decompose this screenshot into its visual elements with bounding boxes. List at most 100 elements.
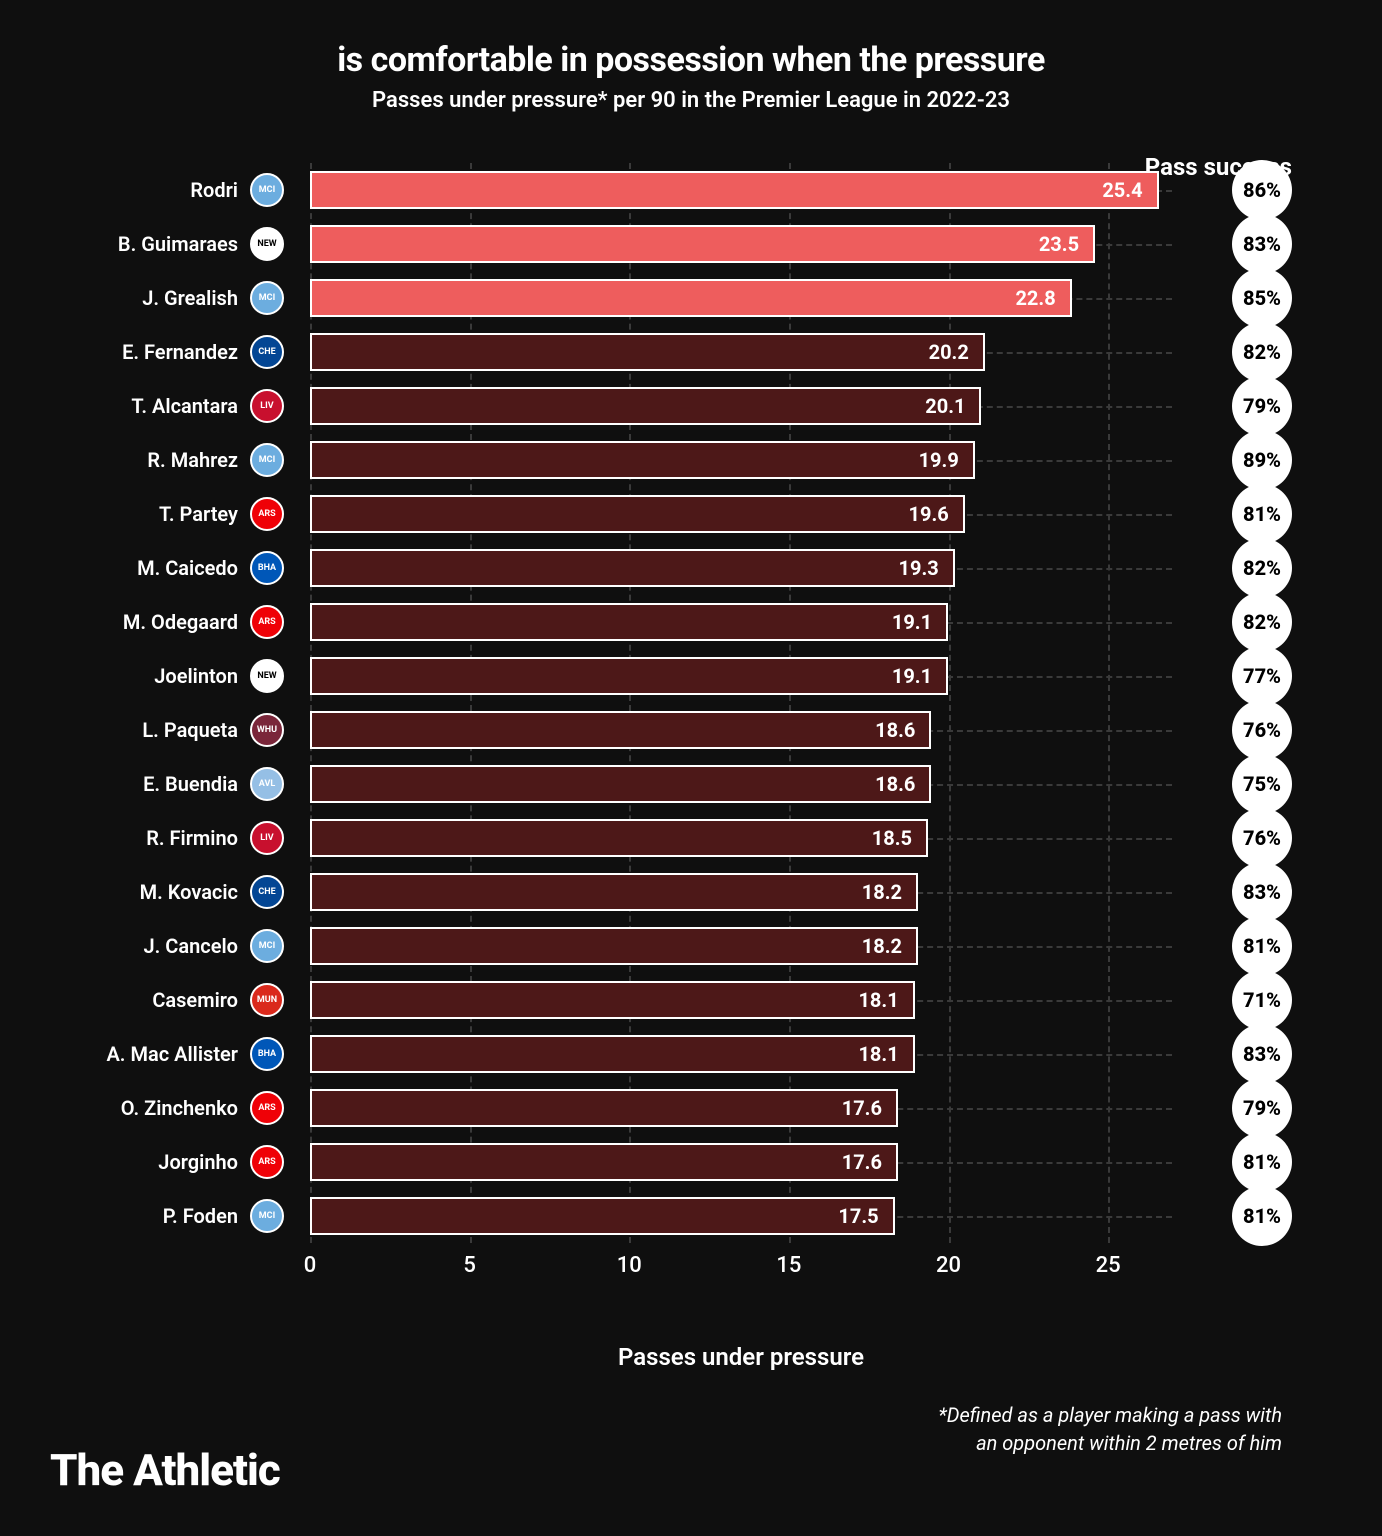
x-tick: 15: [776, 1253, 801, 1278]
x-axis-label: Passes under pressure: [310, 1343, 1172, 1371]
pass-success-badge: 79%: [1232, 376, 1292, 436]
pass-success-badge: 85%: [1232, 268, 1292, 328]
player-row: J. CanceloMCI18.281%: [50, 919, 1332, 973]
club-badge-icon: BHA: [250, 1037, 284, 1071]
player-name: R. Mahrez: [50, 448, 250, 472]
pass-success-badge: 76%: [1232, 700, 1292, 760]
value-bar: 18.1: [310, 981, 915, 1019]
pass-success-badge: 83%: [1232, 1024, 1292, 1084]
player-row: B. GuimaraesNEW 23.5 83%: [50, 217, 1332, 271]
bar-track: 17.5: [310, 1189, 1212, 1243]
player-name: T. Partey: [50, 502, 250, 526]
bar-track: 20.1: [310, 379, 1212, 433]
club-badge-icon: CHE: [250, 875, 284, 909]
bar-track: 19.3: [310, 541, 1212, 595]
club-badge-icon: ARS: [250, 605, 284, 639]
footnote-line-1: *Defined as a player making a pass with: [938, 1403, 1282, 1427]
footnote-line-2: an opponent within 2 metres of him: [976, 1431, 1282, 1455]
value-bar: 19.9: [310, 441, 975, 479]
club-badge-icon: CHE: [250, 335, 284, 369]
pass-success-badge: 77%: [1232, 646, 1292, 706]
player-row: M. CaicedoBHA 19.3 82%: [50, 541, 1332, 595]
club-badge-icon: ARS: [250, 1091, 284, 1125]
club-badge-icon: ARS: [250, 1145, 284, 1179]
value-bar: 19.1: [310, 657, 948, 695]
chart-container: Pass success RodriMCI25.486%B. Guimaraes…: [50, 163, 1332, 1371]
club-badge-icon: AVL: [250, 767, 284, 801]
bar-track: 19.6: [310, 487, 1212, 541]
club-badge-icon: NEW: [250, 227, 284, 261]
pass-success-badge: 82%: [1232, 322, 1292, 382]
player-name: T. Alcantara: [50, 394, 250, 418]
value-bar: 25.4: [310, 171, 1159, 209]
pass-success-badge: 82%: [1232, 592, 1292, 652]
player-name: B. Guimaraes: [50, 232, 250, 256]
player-name: L. Paqueta: [50, 718, 250, 742]
value-bar: 18.5: [310, 819, 928, 857]
player-name: M. Caicedo: [50, 556, 250, 580]
chart-title: is comfortable in possession when the pr…: [50, 40, 1332, 80]
bar-track: 18.6: [310, 703, 1212, 757]
player-row: JorginhoARS17.681%: [50, 1135, 1332, 1189]
club-badge-icon: BHA: [250, 551, 284, 585]
brand-logo: The Athletic: [50, 1444, 280, 1496]
pass-success-badge: 83%: [1232, 862, 1292, 922]
player-row: RodriMCI25.486%: [50, 163, 1332, 217]
pass-success-badge: 81%: [1232, 484, 1292, 544]
pass-success-badge: 75%: [1232, 754, 1292, 814]
x-tick: 10: [617, 1253, 642, 1278]
value-bar: 18.6: [310, 765, 931, 803]
player-row: T. ParteyARS 19.6 81%: [50, 487, 1332, 541]
pass-success-badge: 71%: [1232, 970, 1292, 1030]
club-badge-icon: MCI: [250, 443, 284, 477]
bar-track: 25.4: [310, 163, 1212, 217]
pass-success-badge: 83%: [1232, 214, 1292, 274]
player-name: E. Fernandez: [50, 340, 250, 364]
value-bar: 18.6: [310, 711, 931, 749]
player-name: E. Buendia: [50, 772, 250, 796]
pass-success-badge: 76%: [1232, 808, 1292, 868]
bar-track: 19.1: [310, 595, 1212, 649]
value-bar: 19.6: [310, 495, 965, 533]
player-row: E. FernandezCHE 20.2 82%: [50, 325, 1332, 379]
value-bar: 20.2: [310, 333, 985, 371]
bar-track: 17.6: [310, 1081, 1212, 1135]
bar-track: 20.2: [310, 325, 1212, 379]
player-row: J. GrealishMCI22.885%: [50, 271, 1332, 325]
player-name: Jorginho: [50, 1150, 250, 1174]
player-name: J. Grealish: [50, 286, 250, 310]
x-tick: 20: [936, 1253, 961, 1278]
x-tick: 5: [463, 1253, 476, 1278]
club-badge-icon: WHU: [250, 713, 284, 747]
value-bar: 19.3: [310, 549, 955, 587]
value-bar: 17.6: [310, 1089, 898, 1127]
club-badge-icon: MCI: [250, 929, 284, 963]
bar-track: 18.1: [310, 1027, 1212, 1081]
player-name: Casemiro: [50, 988, 250, 1012]
player-row: JoelintonNEW 19.1 77%: [50, 649, 1332, 703]
player-row: CasemiroMUN18.171%: [50, 973, 1332, 1027]
club-badge-icon: ARS: [250, 497, 284, 531]
bar-track: 17.6: [310, 1135, 1212, 1189]
club-badge-icon: MCI: [250, 173, 284, 207]
club-badge-icon: NEW: [250, 659, 284, 693]
bar-track: 18.1: [310, 973, 1212, 1027]
pass-success-badge: 82%: [1232, 538, 1292, 598]
player-row: L. PaquetaWHU 18.6 76%: [50, 703, 1332, 757]
pass-success-badge: 79%: [1232, 1078, 1292, 1138]
player-row: M. OdegaardARS19.182%: [50, 595, 1332, 649]
x-tick: 0: [304, 1253, 317, 1278]
bar-track: 22.8: [310, 271, 1212, 325]
club-badge-icon: MCI: [250, 1199, 284, 1233]
player-row: M. KovacicCHE18.283%: [50, 865, 1332, 919]
bar-track: 19.1: [310, 649, 1212, 703]
player-name: Joelinton: [50, 664, 250, 688]
player-name: J. Cancelo: [50, 934, 250, 958]
plot-area: RodriMCI25.486%B. GuimaraesNEW23.583%J. …: [310, 163, 1172, 1243]
player-row: R. FirminoLIV18.576%: [50, 811, 1332, 865]
value-bar: 20.1: [310, 387, 981, 425]
value-bar: 23.5: [310, 225, 1095, 263]
bar-track: 18.2: [310, 919, 1212, 973]
pass-success-badge: 89%: [1232, 430, 1292, 490]
player-row: R. MahrezMCI 19.9 89%: [50, 433, 1332, 487]
